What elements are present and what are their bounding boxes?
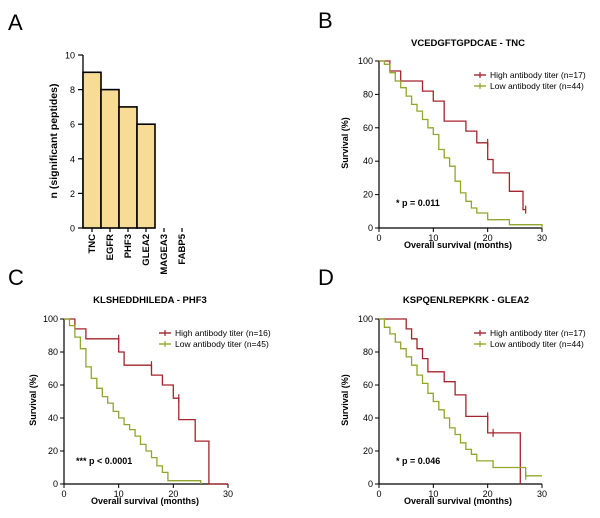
x-tick-label-d: 30 (537, 489, 547, 499)
y-tick-label-c: 20 (48, 446, 58, 456)
bar-chart-x-tick-label-tnc: TNC (87, 234, 98, 254)
bar-phf3 (118, 106, 138, 229)
y-tick-label-d: 80 (363, 347, 373, 357)
survival-chart-panel-c: KLSHEDDHILEDA - PHF3 Overall survival (m… (28, 295, 271, 506)
bar-tnc (82, 71, 102, 229)
x-axis-label-c: Overall survival (months) (91, 496, 199, 506)
x-tick-label-d: 20 (483, 489, 493, 499)
x-tick-label-d: 0 (376, 489, 381, 499)
low-titer-curve-c (64, 318, 202, 484)
y-tick-label-c: 60 (48, 380, 58, 390)
chart-title-d: KSPQENLREPKRK - GLEA2 (403, 295, 529, 306)
high-titer-curve-c (64, 318, 228, 485)
y-axis-label-d: Survival (%) (340, 374, 350, 426)
low-titer-curve-b (379, 60, 543, 228)
y-axis-label-b: Survival (%) (340, 117, 350, 169)
x-tick-label-c: 10 (114, 489, 124, 499)
y-tick-label-b: 20 (363, 190, 373, 200)
x-tick-label-b: 20 (483, 233, 493, 243)
high-titer-curve-d (379, 318, 521, 484)
x-tick-label-c: 30 (223, 489, 233, 499)
high-titer-curve-b (379, 60, 526, 211)
y-tick-label-b: 60 (363, 123, 373, 133)
survival-chart-panel-d: KSPQENLREPKRK - GLEA2 Overall survival (… (340, 295, 586, 506)
x-tick-label-b: 0 (376, 233, 381, 243)
y-tick-label-d: 40 (363, 413, 373, 423)
bar-chart-panel-a: n (significant peptides) 0 2 4 6 8 10 TNC EGFR P… (48, 51, 188, 275)
x-tick-label-c: 0 (61, 489, 66, 499)
bar-chart-x-tick-label-egfr: EGFR (105, 234, 116, 261)
y-tick-label-d: 0 (368, 479, 373, 489)
p-value-annotation-c: *** p < 0.0001 (76, 456, 132, 466)
bar-chart-x-tick-label-phf3: PHF3 (123, 234, 134, 258)
legend-low-label-c: Low antibody titer (n=45) (175, 339, 269, 349)
y-tick-label-b: 40 (363, 156, 373, 166)
x-tick-label-b: 30 (537, 233, 547, 243)
bar-chart-y-tick-label: 6 (70, 120, 75, 130)
legend-high-label-d: High antibody titer (n=17) (490, 328, 586, 338)
x-axis-label-b: Overall survival (months) (404, 240, 512, 250)
chart-title-c: KLSHEDDHILEDA - PHF3 (93, 295, 207, 306)
bar-egfr (100, 88, 120, 229)
y-tick-label-d: 60 (363, 380, 373, 390)
y-tick-label-c: 40 (48, 413, 58, 423)
bar-chart-y-tick-label: 0 (70, 224, 75, 234)
x-tick-label-c: 20 (168, 489, 178, 499)
survival-chart-panel-b: VCEDGFTGPDCAE - TNC Overall survival (mo… (340, 38, 586, 250)
bar-chart-x-tick-label-fabp5: FABP5 (177, 233, 188, 264)
y-tick-label-d: 20 (363, 446, 373, 456)
y-tick-label-c: 80 (48, 347, 58, 357)
y-axis-label-c: Survival (%) (28, 374, 38, 426)
y-tick-label-b: 100 (358, 56, 373, 66)
bar-chart-x-tick-label-magea3: MAGEA3 (159, 234, 170, 275)
p-value-annotation-d: * p = 0.046 (396, 456, 440, 466)
legend-high-label-b: High antibody titer (n=17) (490, 70, 586, 80)
y-tick-label-d: 100 (358, 314, 373, 324)
bar-chart-x-tick-label-glea2: GLEA2 (141, 234, 152, 266)
panel-label-d: D (318, 265, 334, 290)
bar-chart-y-tick-label: 10 (65, 51, 75, 61)
x-axis-label-d: Overall survival (months) (404, 496, 512, 506)
bar-chart-y-tick-label: 8 (70, 85, 75, 95)
y-tick-label-b: 0 (368, 223, 373, 233)
y-tick-label-c: 100 (43, 314, 58, 324)
legend-low-label-b: Low antibody titer (n=44) (490, 81, 584, 91)
y-tick-label-b: 80 (363, 89, 373, 99)
panel-label-c: C (8, 265, 24, 290)
y-tick-label-c: 0 (53, 479, 58, 489)
bar-chart-y-tick-label: 4 (70, 154, 75, 164)
x-tick-label-b: 10 (428, 233, 438, 243)
legend-high-label-c: High antibody titer (n=16) (175, 328, 271, 338)
low-titer-curve-d (379, 318, 542, 477)
p-value-annotation-b: * p = 0.011 (396, 198, 440, 208)
bar-chart-y-tick-label: 2 (70, 189, 75, 199)
x-tick-label-d: 10 (428, 489, 438, 499)
panel-label-a: A (8, 10, 23, 35)
panel-label-b: B (318, 8, 333, 33)
bar-chart-y-axis-label: n (significant peptides) (48, 84, 60, 199)
chart-title-b: VCEDGFTGPDCAE - TNC (411, 38, 525, 49)
legend-low-label-d: Low antibody titer (n=44) (490, 339, 584, 349)
bar-glea2 (136, 123, 156, 229)
